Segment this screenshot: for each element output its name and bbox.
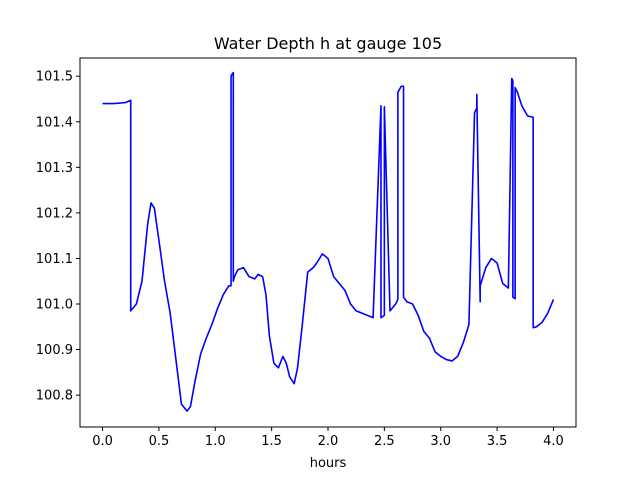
- x-tick-label: 1.0: [205, 434, 226, 449]
- x-tick-label: 2.0: [318, 434, 339, 449]
- x-axis: 0.0 0.5 1.0 1.5 2.0 2.5 3.0 3.5 4.0: [92, 427, 564, 449]
- x-axis-title: hours: [310, 456, 347, 471]
- series-line-water-depth: [102, 71, 555, 412]
- y-tick-label: 101.0: [36, 298, 73, 313]
- y-axis: 100.8 100.9 101.0 101.1 101.2 101.3 101.4 101.5: [36, 70, 80, 404]
- y-tick-label: 100.8: [36, 389, 73, 404]
- x-tick-label: 2.5: [374, 434, 395, 449]
- x-tick-label: 3.5: [487, 434, 508, 449]
- y-tick-label: 101.1: [36, 252, 73, 267]
- x-tick-label: 1.5: [261, 434, 282, 449]
- chart-title: Water Depth h at gauge 105: [214, 34, 442, 53]
- x-tick-label: 4.0: [543, 434, 564, 449]
- x-tick-label: 3.0: [430, 434, 451, 449]
- y-tick-label: 100.9: [36, 343, 73, 358]
- x-tick-label: 0.5: [149, 434, 170, 449]
- y-tick-label: 101.3: [36, 161, 73, 176]
- y-tick-label: 101.2: [36, 206, 73, 221]
- y-tick-label: 101.4: [36, 115, 73, 130]
- x-tick-label: 0.0: [92, 434, 113, 449]
- y-tick-label: 101.5: [36, 70, 73, 85]
